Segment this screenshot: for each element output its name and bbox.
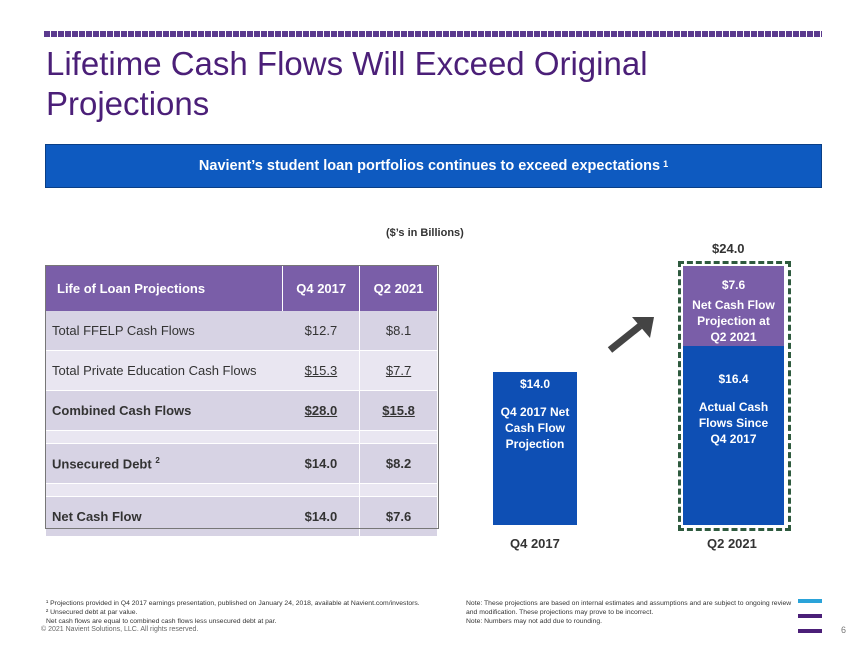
table-row: Total Private Education Cash Flows $15.3… (46, 350, 437, 391)
bar-text-line: Net Cash Flow (692, 298, 775, 312)
footnote-line: Net cash flows are equal to combined cas… (46, 618, 277, 625)
bar-text-line: Cash Flow (504, 421, 565, 435)
footnotes-right: Note: These projections are based on int… (466, 599, 796, 626)
footnote-line: ² Unsecured debt at par value. (46, 609, 138, 616)
row-label-text: Unsecured Debt (52, 456, 152, 472)
row-q4-value: $15.3 (282, 350, 361, 391)
logo-bar (798, 614, 822, 618)
footnotes-left: ¹ Projections provided in Q4 2017 earnin… (46, 599, 466, 626)
bar-value-label: $7.6 (721, 278, 746, 292)
row-label: Net Cash Flow (46, 496, 283, 537)
bar-text-line: Flows Since (698, 416, 769, 430)
row-label: Total Private Education Cash Flows (46, 350, 283, 391)
page-number: 6 (841, 625, 847, 635)
row-q2-value: $7.7 (359, 350, 437, 391)
footnote-line: Note: Numbers may not add due to roundin… (466, 618, 603, 625)
row-q4-value: $28.0 (282, 390, 361, 431)
row-q4-value: $14.0 (282, 443, 361, 484)
footnote-line: Note: These projections are based on int… (466, 600, 792, 616)
row-footnote-marker: 2 (155, 455, 160, 465)
units-label: ($’s in Billions) (386, 227, 464, 239)
bar-value-label: $14.0 (519, 377, 551, 391)
top-divider-bar (44, 31, 822, 37)
table-spacer-row (46, 430, 437, 444)
increase-arrow-icon (607, 317, 654, 353)
total-bar-label: $24.0 (712, 241, 745, 256)
bar-text-line: Q4 2017 Net (500, 405, 570, 419)
table-header-label: Life of Loan Projections (46, 266, 284, 311)
bar-text-line: Q4 2017 (710, 432, 757, 446)
page-title: Lifetime Cash Flows Will Exceed Original… (46, 45, 648, 122)
row-q2-value: $8.1 (359, 311, 437, 351)
bar-q2-2021-projection: $7.6 Net Cash Flow Projection at Q2 2021 (683, 266, 784, 346)
banner-text: Navient’s student loan portfolios contin… (198, 158, 661, 174)
bar-text-line: Projection (505, 437, 565, 451)
row-label: Combined Cash Flows (46, 390, 283, 431)
banner-footnote-marker: 1 (663, 159, 669, 169)
row-label: Total FFELP Cash Flows (46, 311, 283, 351)
bar-q2-2021-actual: $16.4 Actual Cash Flows Since Q4 2017 (683, 346, 784, 525)
table-row: Net Cash Flow $14.0 $7.6 (46, 496, 437, 537)
bar-q4-2017: $14.0 Q4 2017 Net Cash Flow Projection (493, 372, 577, 525)
table-spacer-row (46, 483, 437, 497)
bar-text-line: Q2 2021 (710, 330, 757, 344)
logo-bar (798, 629, 822, 633)
table-row: Total FFELP Cash Flows $12.7 $8.1 (46, 311, 437, 351)
x-tick-label: Q2 2021 (707, 536, 757, 551)
table-header-row: Life of Loan Projections Q4 2017 Q2 2021 (46, 266, 437, 311)
dashed-outline (678, 261, 791, 531)
bar-text-line: Projection at (697, 314, 770, 328)
row-label: Unsecured Debt 2 (46, 443, 283, 484)
bar-value-label: $16.4 (718, 372, 749, 386)
row-q4-value: $14.0 (282, 496, 361, 537)
bar-text-line: Actual Cash (698, 400, 769, 414)
table-header-q4-2017: Q4 2017 (282, 266, 361, 311)
row-q2-value: $7.6 (359, 496, 437, 537)
row-q4-value: $12.7 (282, 311, 361, 351)
table-row: Combined Cash Flows $28.0 $15.8 (46, 390, 437, 431)
copyright-text: © 2021 Navient Solutions, LLC. All right… (41, 626, 199, 633)
logo-bar (798, 599, 822, 603)
navient-logo-icon (798, 597, 822, 635)
table-header-q2-2021: Q2 2021 (359, 266, 437, 311)
projections-table: Life of Loan Projections Q4 2017 Q2 2021… (46, 266, 437, 537)
headline-banner: Navient’s student loan portfolios contin… (45, 144, 822, 188)
x-tick-label: Q4 2017 (510, 536, 560, 551)
table-row: Unsecured Debt 2 $14.0 $8.2 (46, 443, 437, 484)
row-q2-value: $8.2 (359, 443, 437, 484)
row-q2-value: $15.8 (359, 390, 437, 431)
footnote-line: ¹ Projections provided in Q4 2017 earnin… (46, 600, 420, 607)
